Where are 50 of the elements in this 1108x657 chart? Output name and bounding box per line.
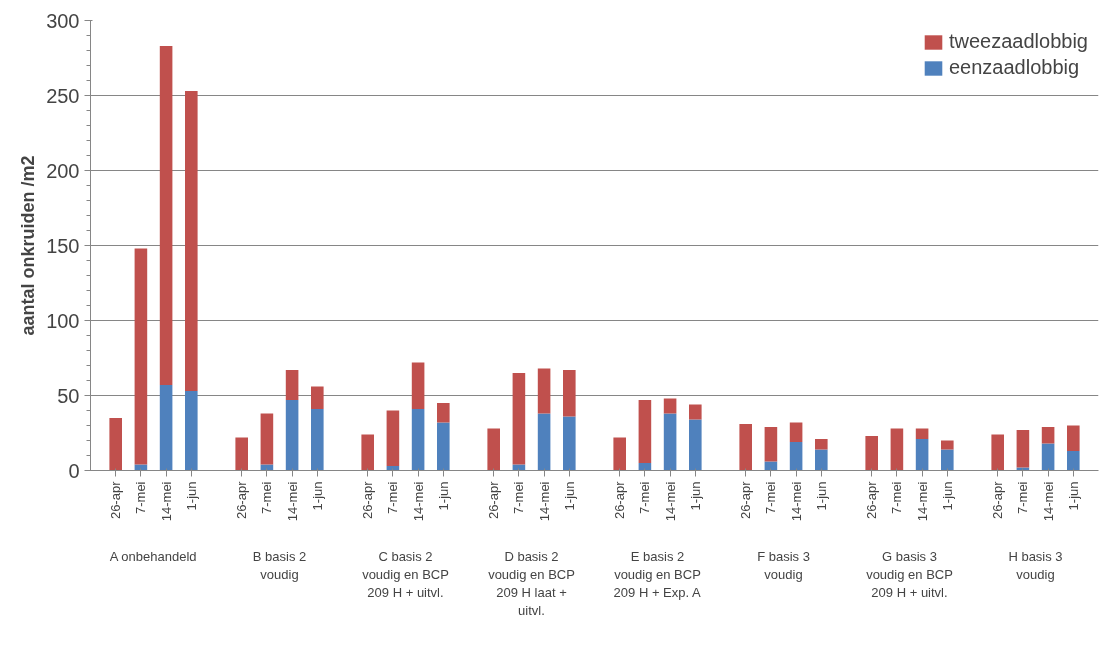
x-tick-label: 14-mei: [1040, 481, 1056, 522]
x-tick-label: 14-mei: [536, 481, 552, 522]
x-tick-label: 1-jun: [1065, 481, 1081, 511]
x-tick-label: 26-apr: [108, 480, 124, 520]
y-axis-title: aantal onkruiden /m2: [18, 155, 39, 336]
text: G basis 3 voudig en BCP 209 H + uitvl.: [866, 548, 953, 600]
legend-label: eenzaadlobbig: [949, 56, 1080, 79]
y-tick-label: 100: [46, 309, 80, 332]
text: D basis 2 voudig en BCP 209 H laat + uitvl.: [488, 548, 575, 618]
x-tick-label: 1-jun: [309, 481, 325, 511]
x-tick-label: 7-mei: [1015, 481, 1031, 515]
x-tick-label: 7-mei: [889, 481, 905, 515]
x-tick-label: 7-mei: [133, 481, 149, 515]
text: H basis 3 voudig: [1008, 548, 1063, 582]
x-tick-label: 7-mei: [763, 481, 779, 515]
y-tick-label: 200: [46, 159, 80, 182]
text: A onbehandeld: [109, 548, 197, 564]
x-tick-label: 26-apr: [990, 480, 1006, 520]
x-tick-label: 14-mei: [788, 481, 804, 522]
x-tick-label: 14-mei: [662, 481, 678, 522]
x-tick-label: 26-apr: [612, 480, 628, 520]
x-tick-label: 26-apr: [360, 480, 376, 520]
text: E basis 2 voudig en BCP 209 H + Exp. A: [613, 548, 702, 600]
y-tick-label: 150: [46, 234, 80, 257]
y-tick-label: 50: [57, 384, 80, 407]
x-tick-label: 1-jun: [561, 481, 577, 511]
x-tick-label: 1-jun: [939, 481, 955, 511]
x-tick-label: 14-mei: [410, 481, 426, 522]
y-tick-label: 0: [68, 459, 80, 482]
x-tick-label: 26-apr: [234, 480, 250, 520]
x-tick-label: 1-jun: [687, 481, 703, 511]
y-tick-label: 300: [46, 9, 80, 32]
x-tick-label: 7-mei: [637, 481, 653, 515]
x-tick-label: 14-mei: [284, 481, 300, 522]
x-tick-label: 1-jun: [183, 481, 199, 511]
x-tick-label: 14-mei: [158, 481, 174, 522]
y-tick-label: 250: [46, 84, 80, 107]
x-tick-label: 26-apr: [864, 480, 880, 520]
text: F basis 3 voudig: [757, 548, 810, 582]
x-tick-label: 1-jun: [813, 481, 829, 511]
x-tick-label: 1-jun: [435, 481, 451, 511]
x-tick-label: 26-apr: [738, 480, 754, 520]
x-tick-label: 7-mei: [385, 481, 401, 515]
legend-label: tweezaadlobbig: [949, 30, 1088, 53]
text: B basis 2 voudig: [252, 548, 307, 582]
x-tick-label: 26-apr: [486, 480, 502, 520]
text: C basis 2 voudig en BCP 209 H + uitvl.: [362, 548, 449, 600]
x-tick-label: 7-mei: [259, 481, 275, 515]
x-tick-label: 14-mei: [914, 481, 930, 522]
x-tick-label: 7-mei: [511, 481, 527, 515]
